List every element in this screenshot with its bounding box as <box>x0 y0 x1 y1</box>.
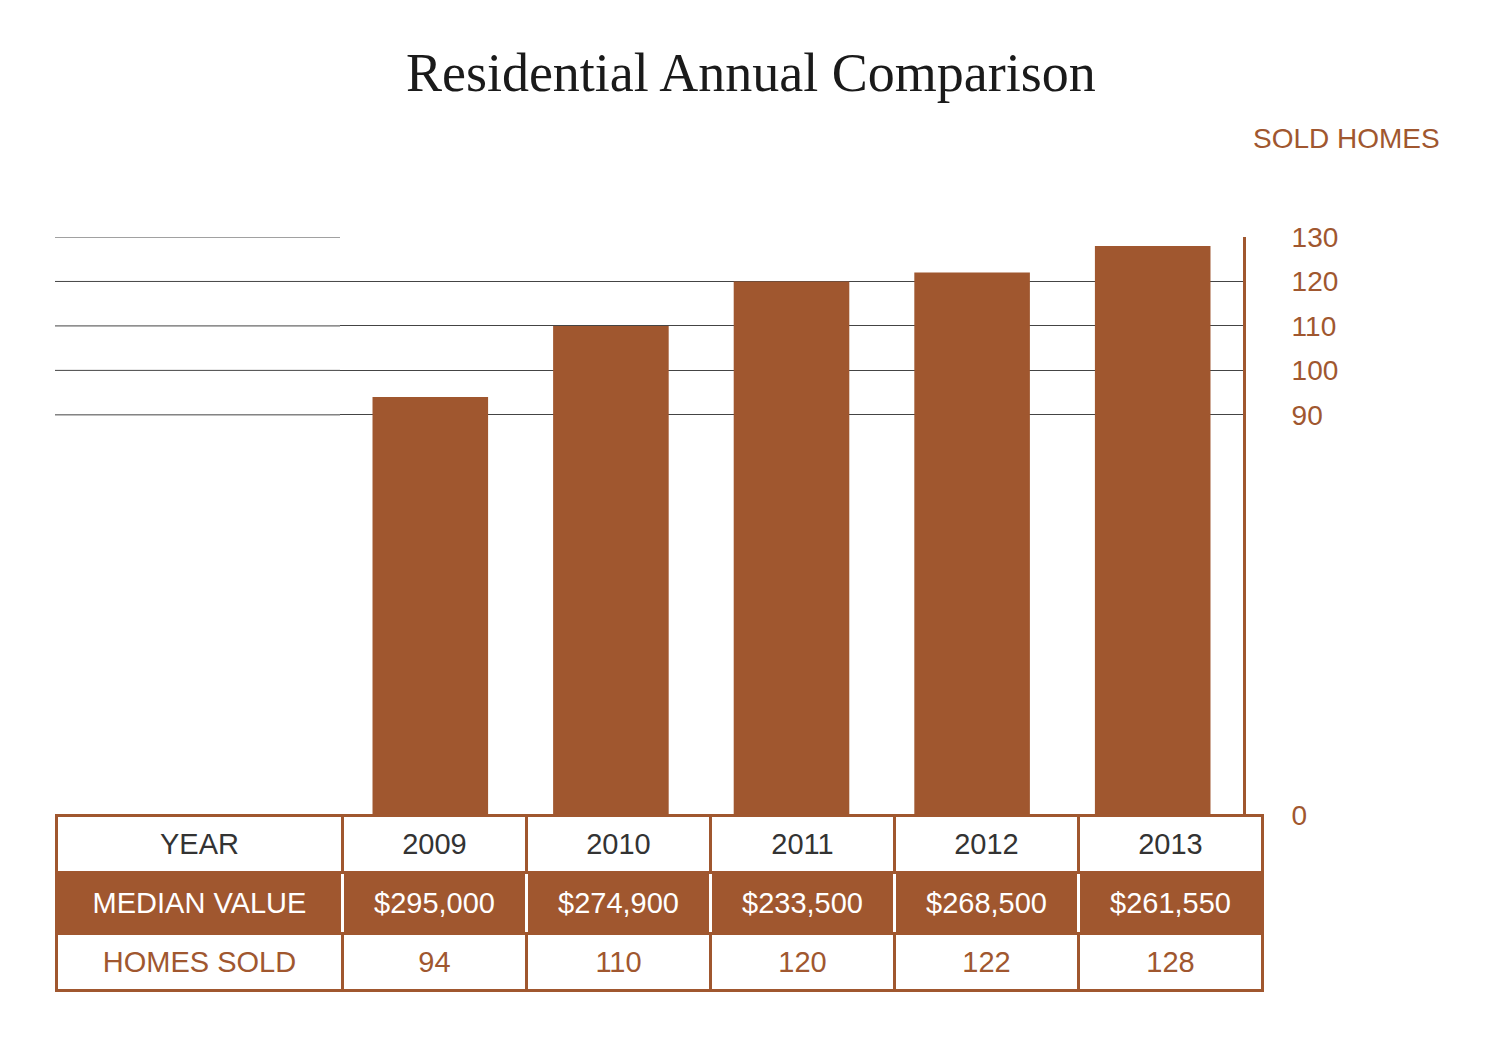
html-text:122: 122 <box>962 945 1011 978</box>
html-text:YEAR: YEAR <box>160 827 239 860</box>
svg-text:120: 120 <box>1292 266 1339 297</box>
html-text:120: 120 <box>778 945 827 978</box>
svg-text:Residential Annual Comparison: Residential Annual Comparison <box>406 43 1096 103</box>
svg-text:90: 90 <box>1292 400 1323 431</box>
svg-text:130: 130 <box>1292 222 1339 253</box>
html-text:110: 110 <box>595 945 642 978</box>
svg-text:110: 110 <box>1292 311 1337 342</box>
html-text:2009: 2009 <box>402 827 467 860</box>
html-text:$233,500: $233,500 <box>742 886 863 919</box>
html-text:2012: 2012 <box>954 827 1019 860</box>
html-text:MEDIAN VALUE: MEDIAN VALUE <box>92 886 307 919</box>
svg-text:100: 100 <box>1292 355 1339 386</box>
html-text:HOMES SOLD: HOMES SOLD <box>102 945 297 978</box>
html-text:128: 128 <box>1146 945 1195 978</box>
svg-text:SOLD HOMES: SOLD HOMES <box>1253 123 1440 154</box>
html-text:$261,550: $261,550 <box>1110 886 1231 919</box>
html-text:94: 94 <box>418 945 451 978</box>
html-text:$268,500: $268,500 <box>926 886 1047 919</box>
html-text:2013: 2013 <box>1138 827 1203 860</box>
html-text:$274,900: $274,900 <box>558 886 679 919</box>
svg-text:0: 0 <box>1292 800 1308 831</box>
html-text:2011: 2011 <box>771 827 834 860</box>
html-text:$295,000: $295,000 <box>374 886 495 919</box>
html-text:2010: 2010 <box>586 827 651 860</box>
